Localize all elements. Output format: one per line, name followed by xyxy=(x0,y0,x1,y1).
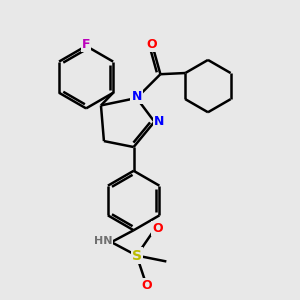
Text: F: F xyxy=(82,38,90,51)
Text: S: S xyxy=(132,248,142,262)
Text: HN: HN xyxy=(94,236,112,246)
Text: N: N xyxy=(154,115,164,128)
Text: N: N xyxy=(131,90,142,103)
Text: O: O xyxy=(146,38,157,51)
Text: O: O xyxy=(142,279,152,292)
Text: O: O xyxy=(152,222,163,235)
